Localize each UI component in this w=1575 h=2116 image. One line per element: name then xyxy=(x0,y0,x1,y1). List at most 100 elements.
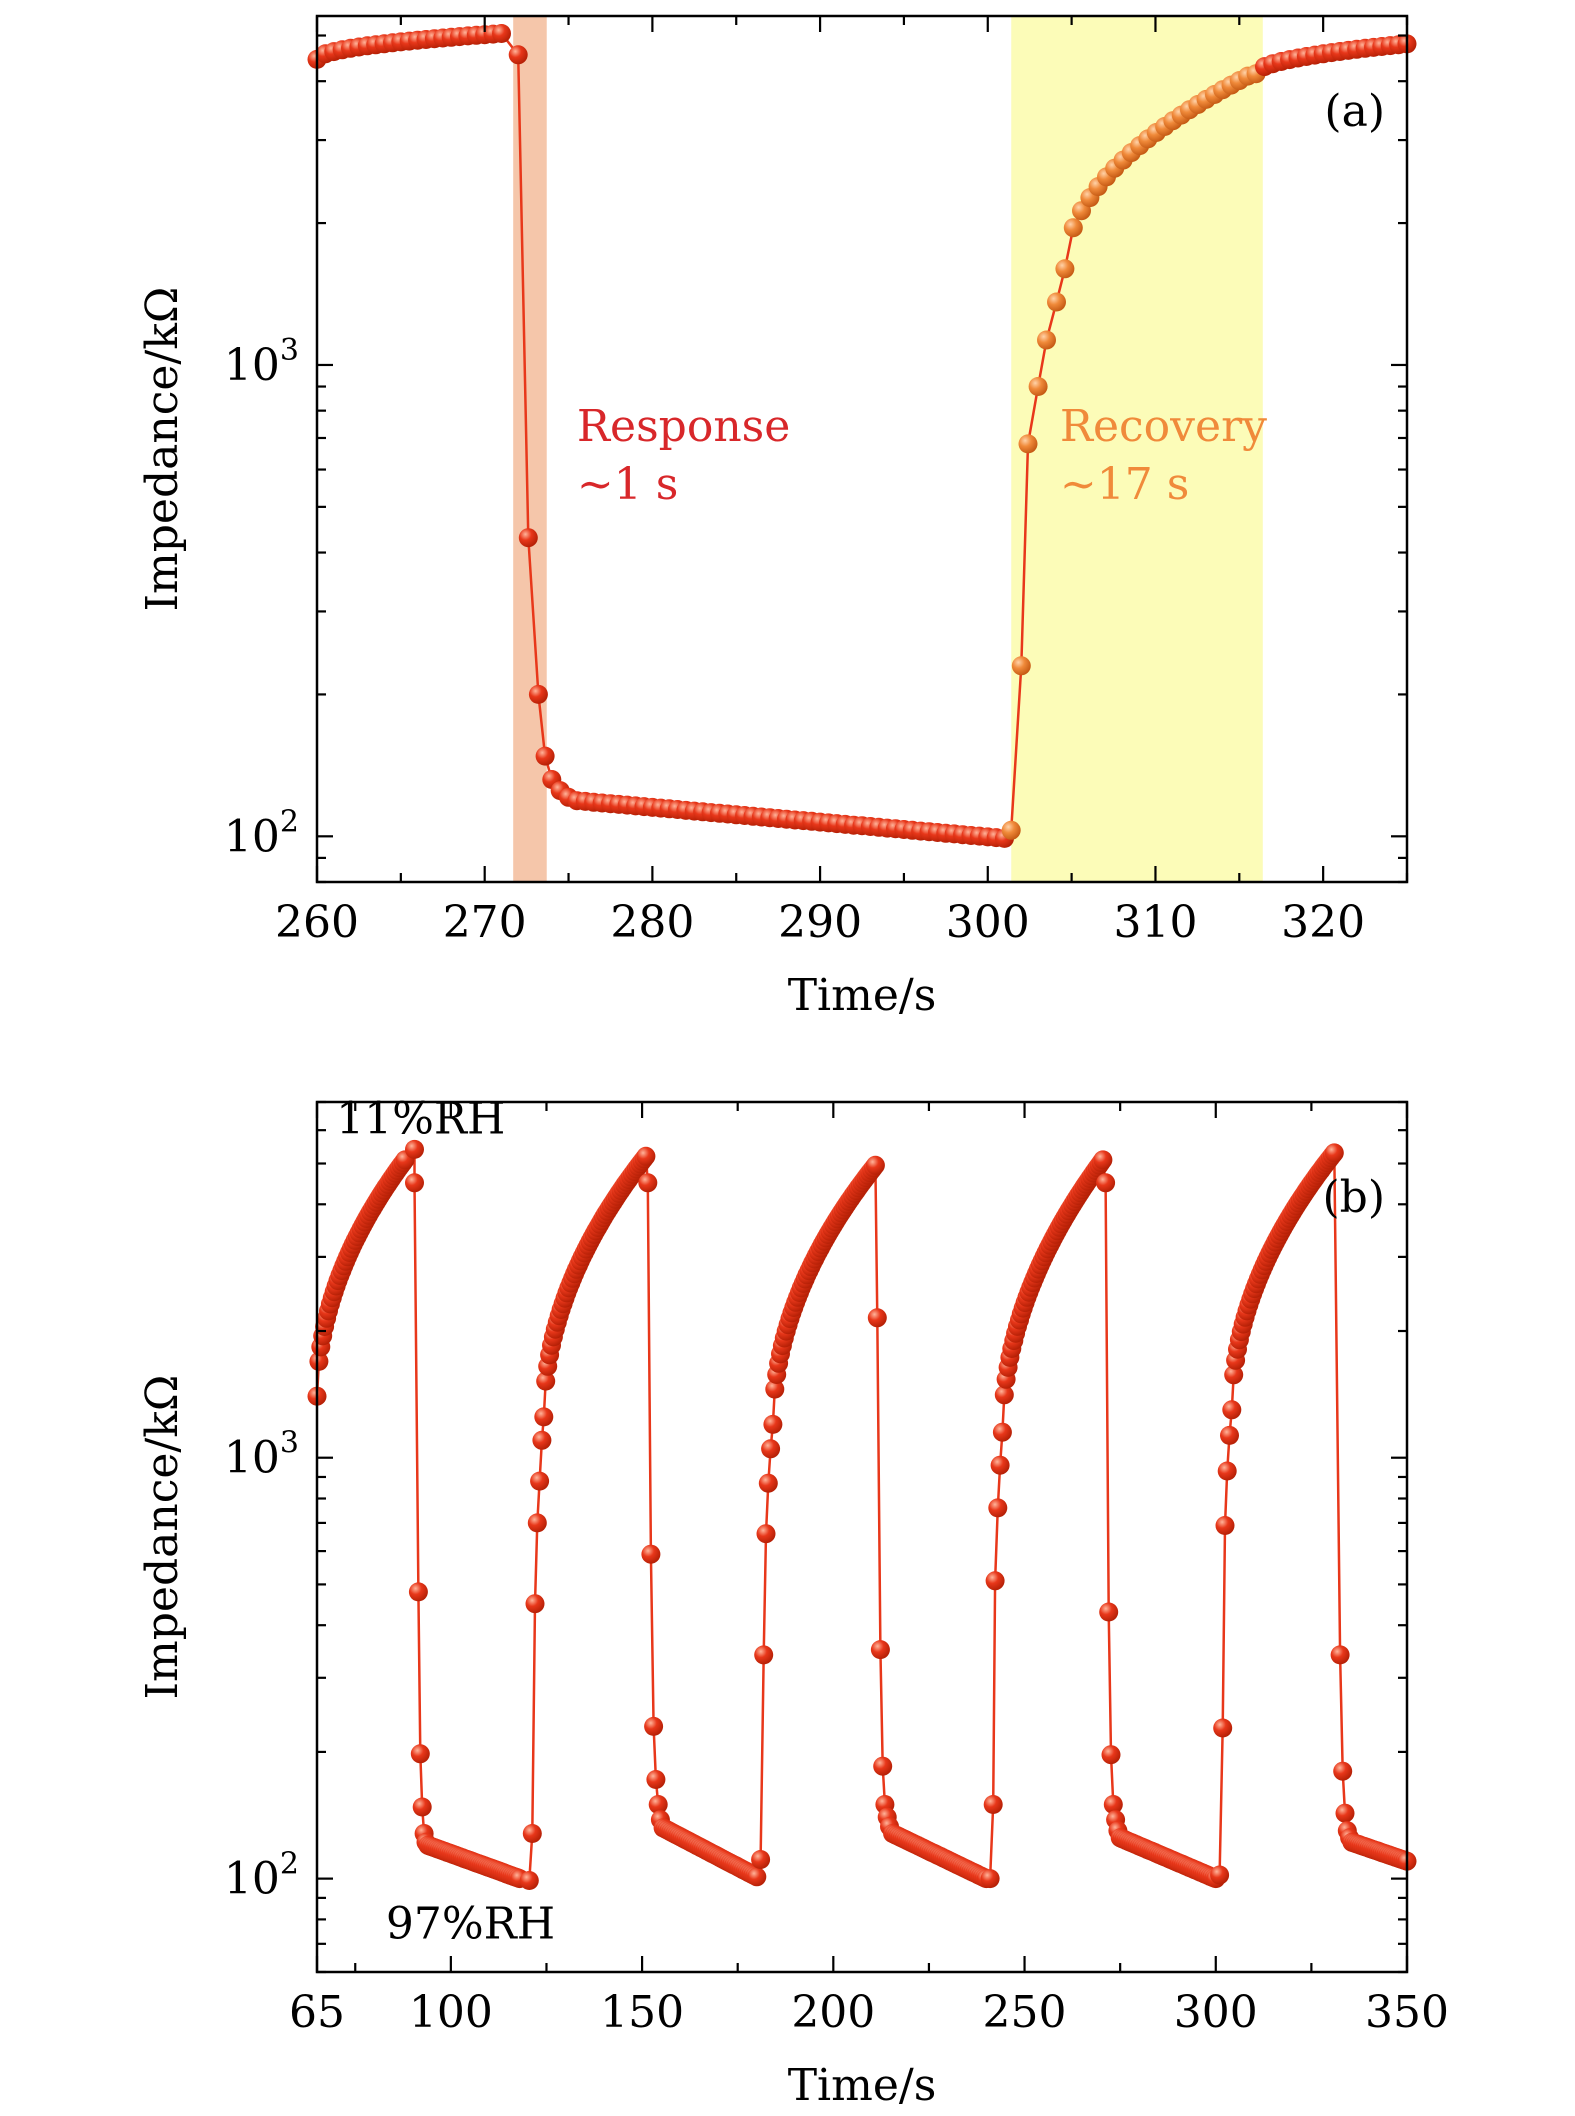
data-point xyxy=(1099,1602,1119,1622)
data-point xyxy=(751,1850,771,1869)
annotation-text: Recovery xyxy=(1060,401,1267,452)
y-tick-label: 102 xyxy=(224,1847,299,1905)
data-point xyxy=(763,1414,783,1434)
data-point xyxy=(1055,259,1075,279)
annotation-text: ~17 s xyxy=(1060,459,1189,510)
data-point xyxy=(309,1351,329,1371)
annotation-text: Response xyxy=(577,401,790,452)
panel-label: (b) xyxy=(1323,1172,1386,1223)
data-point xyxy=(761,1439,781,1459)
data-point xyxy=(532,1430,552,1450)
x-tick-label: 320 xyxy=(1281,897,1365,948)
data-point xyxy=(646,1770,666,1789)
panel-label: (a) xyxy=(1324,86,1385,137)
data-point xyxy=(1001,820,1021,840)
annotation-text: ~1 s xyxy=(577,459,678,510)
y-tick-base: 10 xyxy=(224,811,280,862)
data-point xyxy=(518,528,538,548)
data-point xyxy=(988,1498,1008,1518)
data-point xyxy=(534,1407,554,1427)
y-tick-exponent: 3 xyxy=(280,333,299,368)
data-point xyxy=(525,1594,545,1614)
data-point xyxy=(1324,1143,1344,1163)
data-point xyxy=(1103,1795,1123,1814)
data-point xyxy=(530,1471,550,1491)
data-point xyxy=(1215,1516,1235,1535)
x-tick-label: 290 xyxy=(778,897,862,948)
data-point xyxy=(1335,1803,1355,1823)
data-point xyxy=(756,1524,776,1544)
x-tick-label: 310 xyxy=(1113,897,1197,948)
data-point xyxy=(1217,1461,1237,1481)
response-band xyxy=(513,16,547,882)
data-point xyxy=(873,1756,893,1776)
data-point xyxy=(1224,1365,1244,1385)
data-point xyxy=(1011,656,1031,676)
data-point xyxy=(870,1640,890,1660)
data-point xyxy=(867,1308,887,1328)
data-point xyxy=(412,1797,432,1817)
data-point xyxy=(758,1473,778,1493)
data-point xyxy=(519,1871,539,1890)
data-point xyxy=(410,1744,430,1764)
y-tick-base: 10 xyxy=(224,1433,280,1484)
data-point xyxy=(636,1146,656,1166)
y-tick-exponent: 3 xyxy=(280,1426,299,1461)
y-tick-label: 102 xyxy=(224,804,299,862)
x-tick-label: 300 xyxy=(946,897,1030,948)
x-tick-label: 65 xyxy=(289,1987,345,2038)
data-point xyxy=(527,1513,547,1533)
y-tick-base: 10 xyxy=(224,340,280,391)
data-point xyxy=(405,1173,424,1193)
y-tick-label: 103 xyxy=(224,1426,299,1484)
data-point xyxy=(1210,1865,1230,1885)
data-point xyxy=(1220,1425,1239,1445)
x-tick-label: 100 xyxy=(409,1987,493,2038)
plot-frame xyxy=(315,1100,1409,1974)
y-tick-label: 103 xyxy=(224,333,299,391)
x-axis-title: Time/s xyxy=(788,970,937,1021)
annotation-text: 11%RH xyxy=(336,1093,505,1144)
x-tick-label: 200 xyxy=(791,1987,875,2038)
series-line xyxy=(315,1146,1408,1883)
data-point xyxy=(522,1824,542,1843)
data-markers xyxy=(307,24,1417,848)
annotation-text: 97%RH xyxy=(386,1899,555,1950)
data-point xyxy=(747,1867,767,1887)
data-point xyxy=(980,1869,1000,1889)
y-tick-exponent: 2 xyxy=(280,804,299,839)
data-point xyxy=(1222,1400,1242,1420)
data-point xyxy=(405,1139,424,1159)
data-point xyxy=(983,1795,1003,1814)
x-tick-label: 260 xyxy=(275,897,359,948)
data-point xyxy=(1093,1150,1113,1170)
x-tick-label: 280 xyxy=(610,897,694,948)
data-point xyxy=(492,24,511,43)
data-point xyxy=(1330,1645,1350,1665)
data-point xyxy=(535,746,555,766)
data-point xyxy=(1028,377,1048,396)
y-tick-base: 10 xyxy=(224,1854,280,1905)
data-point xyxy=(1101,1745,1121,1765)
chart-panel-b: 65 100 150 200 250 300 350102103Time/sImpedanc… xyxy=(137,1093,1449,2111)
data-point xyxy=(638,1173,658,1193)
data-point xyxy=(865,1155,885,1175)
data-point xyxy=(985,1571,1005,1591)
data-markers xyxy=(307,1139,1417,1890)
x-tick-label: 300 xyxy=(1174,1987,1258,2038)
data-point xyxy=(994,1385,1014,1405)
data-point xyxy=(644,1716,664,1736)
plot-frame xyxy=(315,14,1409,884)
chart-panel-a: 260 270 280 290 300 310 320102103Time/sImpedan… xyxy=(137,14,1417,1021)
x-tick-label: 150 xyxy=(600,1987,684,2038)
data-point xyxy=(648,1795,668,1814)
data-point xyxy=(1063,218,1083,238)
data-point xyxy=(1333,1761,1353,1781)
data-point xyxy=(754,1645,774,1665)
data-point xyxy=(508,45,528,65)
data-point xyxy=(641,1544,661,1564)
data-point xyxy=(1213,1718,1233,1738)
data-point xyxy=(765,1379,785,1399)
data-point xyxy=(536,1371,556,1391)
